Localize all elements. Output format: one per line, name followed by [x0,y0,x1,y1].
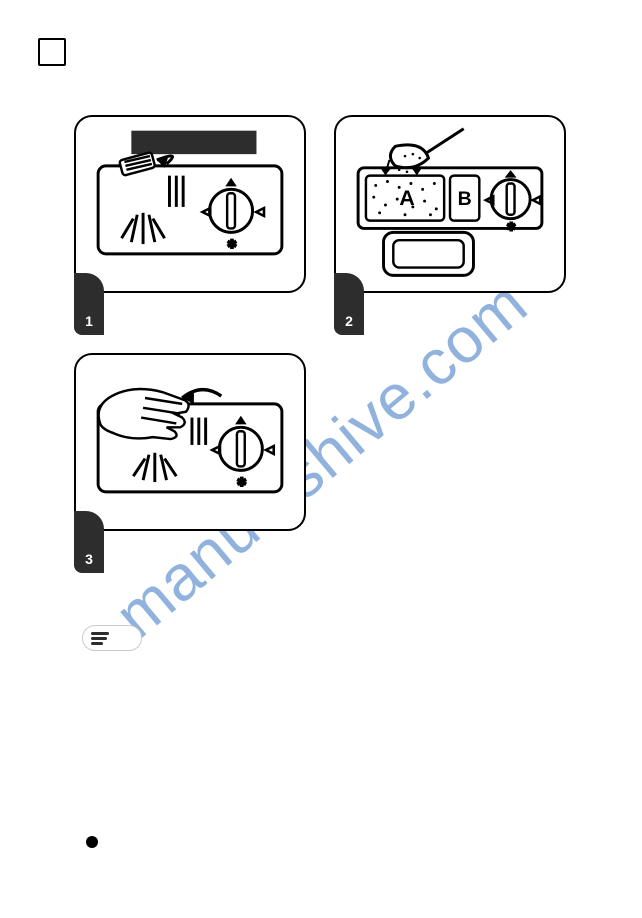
hamburger-icon [91,631,109,646]
step-number-label: 3 [85,551,93,567]
note-icon-pill [82,625,142,651]
diagram-close-dispenser: ◁ ◁ ✱ [76,355,304,529]
step-number-label: 2 [345,313,353,329]
svg-text:◁: ◁ [485,194,494,206]
step-number-label: 1 [85,313,93,329]
svg-text:✱: ✱ [237,476,247,489]
svg-text:✱: ✱ [227,238,237,251]
svg-text:◁: ◁ [202,205,212,218]
bullet-point-icon [86,836,98,848]
diagram-fill-detergent: A B ◁ ◁ ✱ [336,117,564,291]
step-number-tab: 3 [74,529,104,573]
step-panel-2: A B ◁ ◁ ✱ 2 [334,115,566,293]
compartment-b-label: B [458,188,472,210]
compartment-a-label: A [399,186,415,210]
svg-text:◁: ◁ [255,205,265,218]
svg-text:◁: ◁ [265,443,275,456]
page-indicator-box [38,38,66,66]
diagram-open-dispenser: ◁ ◁ ✱ [76,117,304,291]
svg-text:✱: ✱ [507,221,516,233]
step-panel-1: ◁ ◁ ✱ 1 [74,115,306,293]
svg-text:◁: ◁ [212,443,222,456]
step-number-tab: 2 [334,291,364,335]
step-panel-3: ◁ ◁ ✱ 3 [74,353,306,531]
step-number-tab: 1 [74,291,104,335]
svg-text:◁: ◁ [532,194,541,206]
